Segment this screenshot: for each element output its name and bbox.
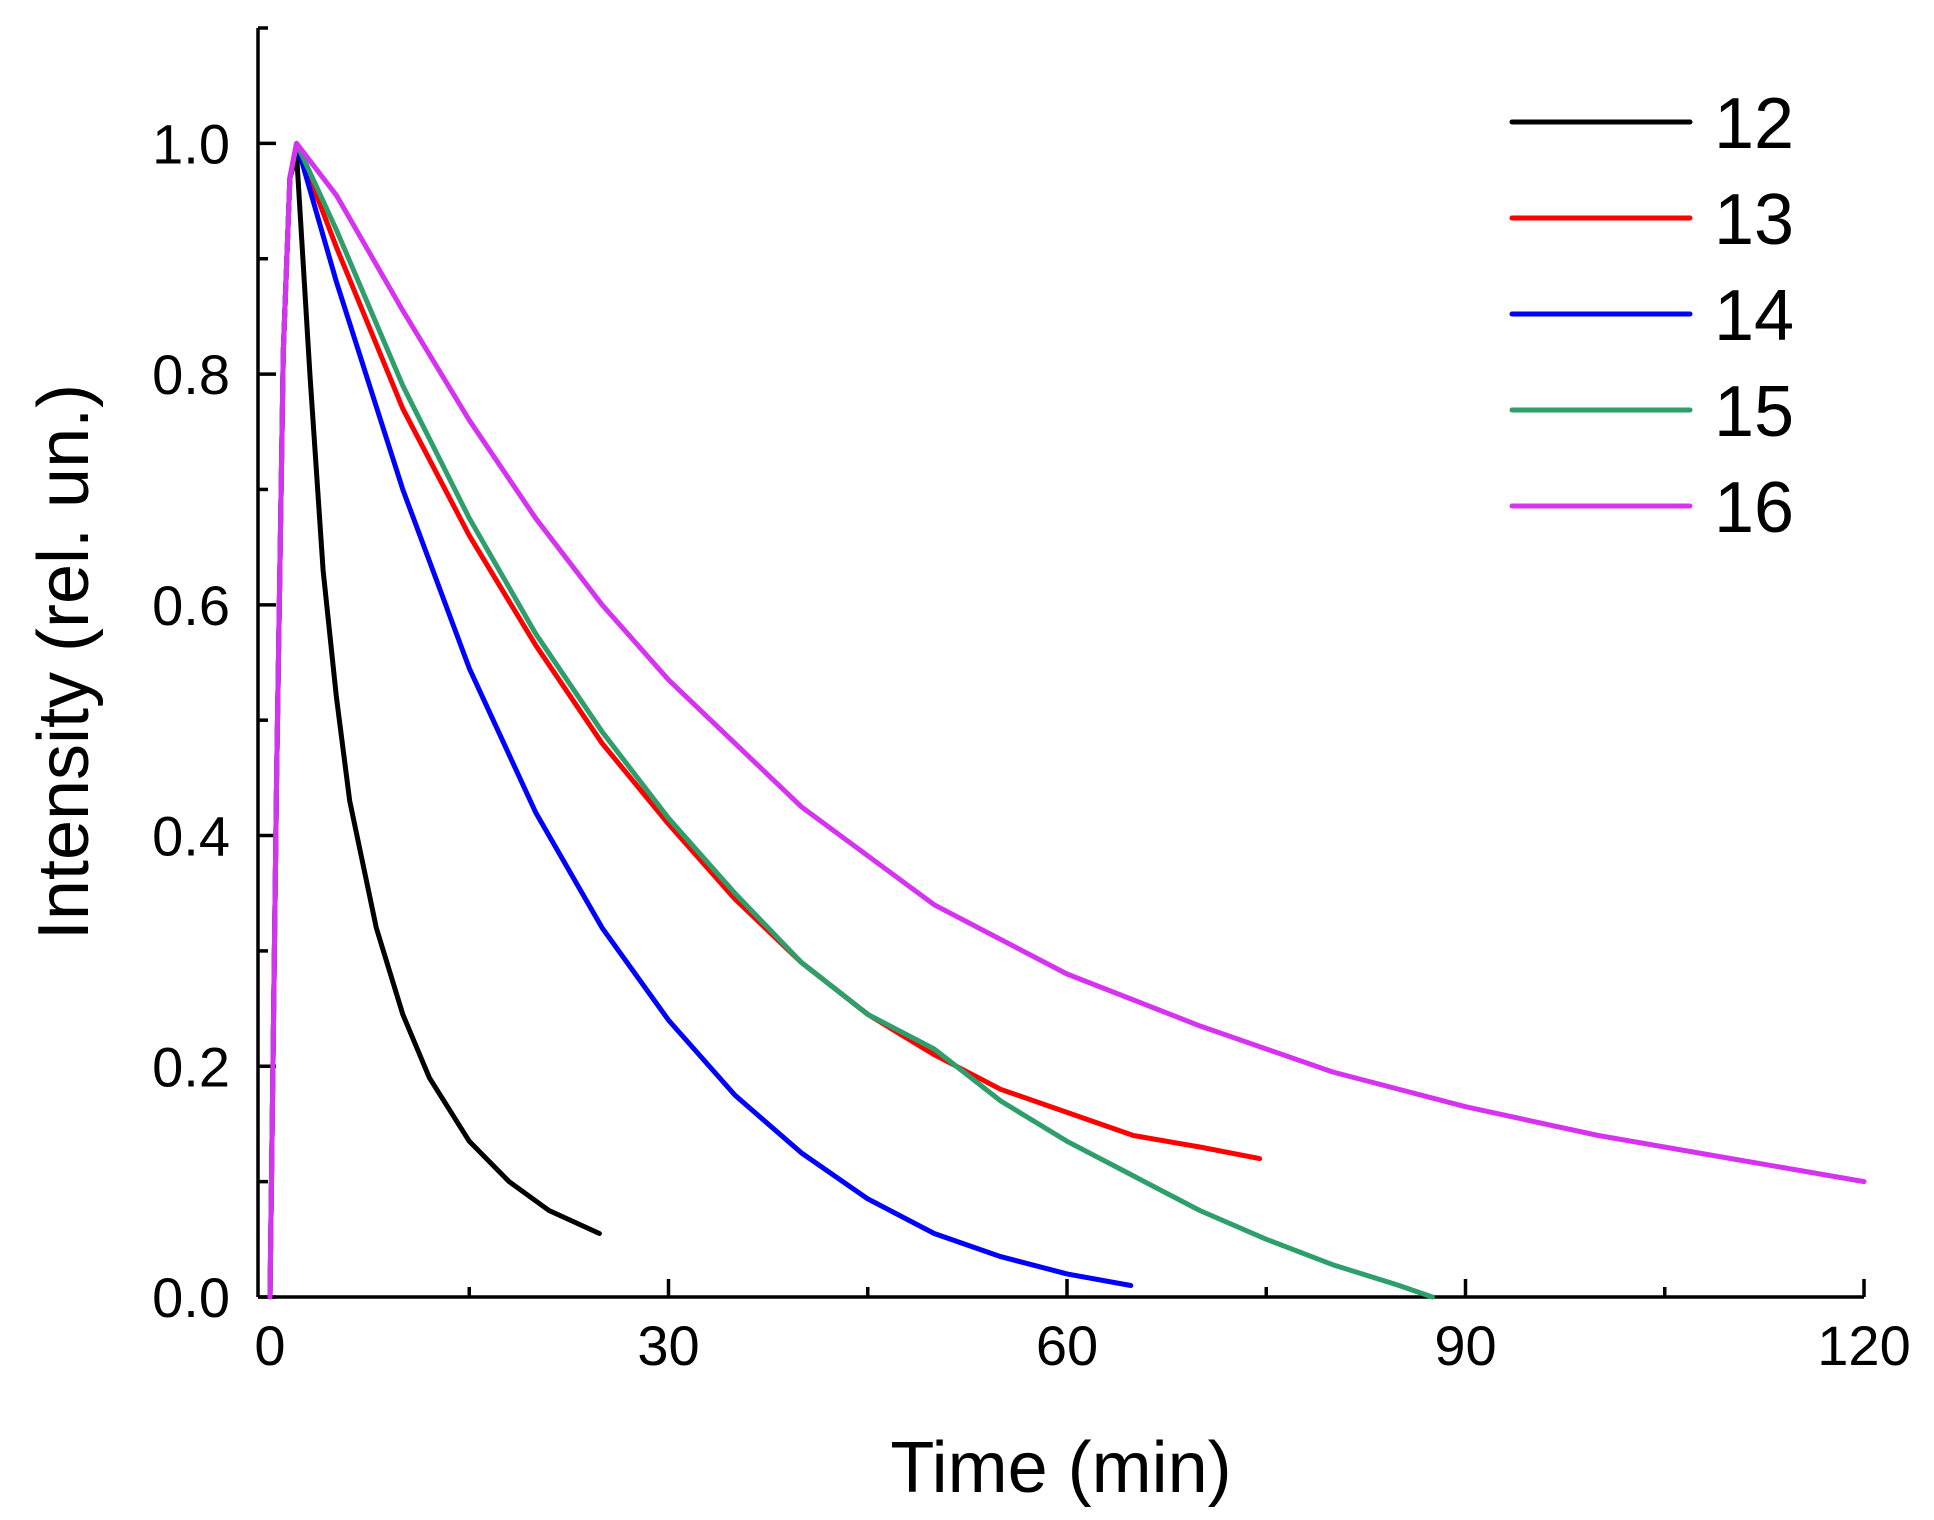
x-tick-label: 90 [1434, 1314, 1496, 1377]
x-tick-label: 60 [1036, 1314, 1098, 1377]
y-tick-label: 0.2 [152, 1035, 230, 1098]
legend-label-14: 14 [1714, 276, 1794, 356]
x-tick-label: 0 [254, 1314, 285, 1377]
series-line-12 [267, 152, 602, 1300]
y-axis-title: Intensity (rel. un.) [24, 384, 104, 940]
legend-label-16: 16 [1714, 468, 1794, 548]
y-tick-label: 0.8 [152, 343, 230, 406]
y-tick-label: 1.0 [152, 112, 230, 175]
y-ticks: 0.0 0.2 0.4 0.6 0.8 1.0 [152, 26, 276, 1329]
series-line-16 [267, 140, 1867, 1300]
x-ticks: 0 30 60 90 120 [254, 1279, 1911, 1377]
legend-label-15: 15 [1714, 372, 1794, 452]
y-tick-label: 0.6 [152, 574, 230, 637]
y-tick-label: 0.0 [152, 1266, 230, 1329]
series-line-15 [267, 140, 1435, 1300]
series-lines [267, 140, 1867, 1300]
y-tick-label: 0.4 [152, 805, 230, 868]
x-tick-label: 30 [637, 1314, 699, 1377]
axes [256, 28, 1864, 1299]
legend-label-12: 12 [1714, 84, 1794, 164]
series-line-14 [267, 140, 1134, 1300]
legend: 12 13 14 15 16 [1509, 84, 1794, 548]
x-tick-label: 120 [1817, 1314, 1910, 1377]
x-axis-title: Time (min) [890, 1428, 1231, 1508]
legend-label-13: 13 [1714, 180, 1794, 260]
